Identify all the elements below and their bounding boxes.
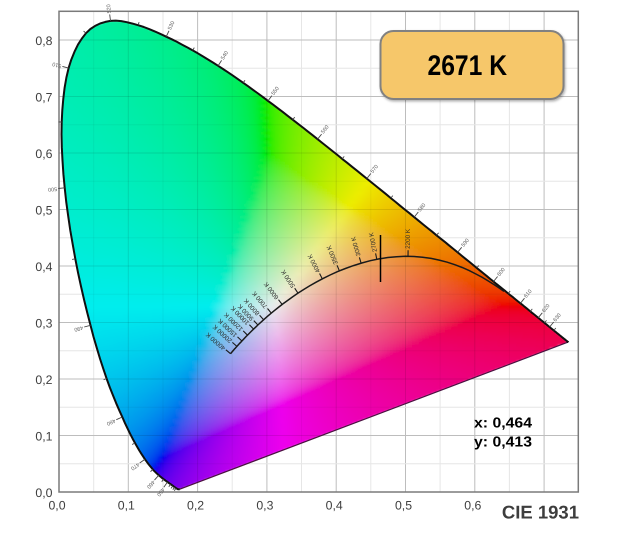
svg-text:0,8: 0,8 (35, 34, 52, 48)
svg-text:0,6: 0,6 (35, 147, 52, 161)
svg-text:490: 490 (73, 324, 83, 332)
svg-text:0,2: 0,2 (35, 373, 52, 387)
svg-text:500: 500 (48, 185, 58, 192)
svg-text:0,0: 0,0 (48, 499, 65, 513)
svg-text:x: 0,464: x: 0,464 (474, 416, 532, 432)
svg-text:0,1: 0,1 (35, 430, 52, 444)
svg-text:600: 600 (496, 267, 506, 278)
svg-text:610: 610 (523, 289, 533, 300)
svg-text:0,1: 0,1 (118, 499, 135, 513)
svg-text:550: 550 (271, 86, 281, 97)
svg-text:530: 530 (167, 20, 176, 31)
svg-text:2700 K: 2700 K (368, 231, 379, 253)
svg-text:0,7: 0,7 (35, 91, 52, 105)
svg-text:2200 K: 2200 K (405, 228, 412, 249)
svg-text:590: 590 (460, 238, 470, 249)
svg-text:0,2: 0,2 (187, 499, 204, 513)
svg-text:0,3: 0,3 (256, 499, 273, 513)
svg-text:0,3: 0,3 (35, 317, 52, 331)
svg-text:540: 540 (220, 50, 230, 61)
svg-text:0,6: 0,6 (464, 499, 481, 513)
svg-text:510: 510 (52, 60, 62, 68)
svg-text:CIE 1931: CIE 1931 (502, 502, 579, 523)
svg-text:570: 570 (370, 164, 380, 175)
svg-text:0,5: 0,5 (395, 499, 412, 513)
svg-text:630: 630 (552, 312, 562, 323)
svg-text:460: 460 (145, 479, 155, 490)
svg-text:560: 560 (320, 124, 330, 135)
svg-text:y: 0,413: y: 0,413 (474, 435, 532, 451)
svg-text:580: 580 (417, 202, 427, 213)
svg-text:0,0: 0,0 (35, 486, 52, 500)
svg-text:0,4: 0,4 (326, 499, 343, 513)
svg-text:0,5: 0,5 (35, 204, 52, 218)
svg-text:470: 470 (129, 461, 140, 471)
svg-text:480: 480 (106, 417, 117, 426)
svg-text:620: 620 (541, 303, 551, 314)
svg-text:2671 K: 2671 K (428, 50, 508, 82)
svg-text:0,4: 0,4 (35, 260, 52, 274)
svg-text:450: 450 (155, 486, 165, 497)
svg-text:520: 520 (106, 4, 113, 14)
